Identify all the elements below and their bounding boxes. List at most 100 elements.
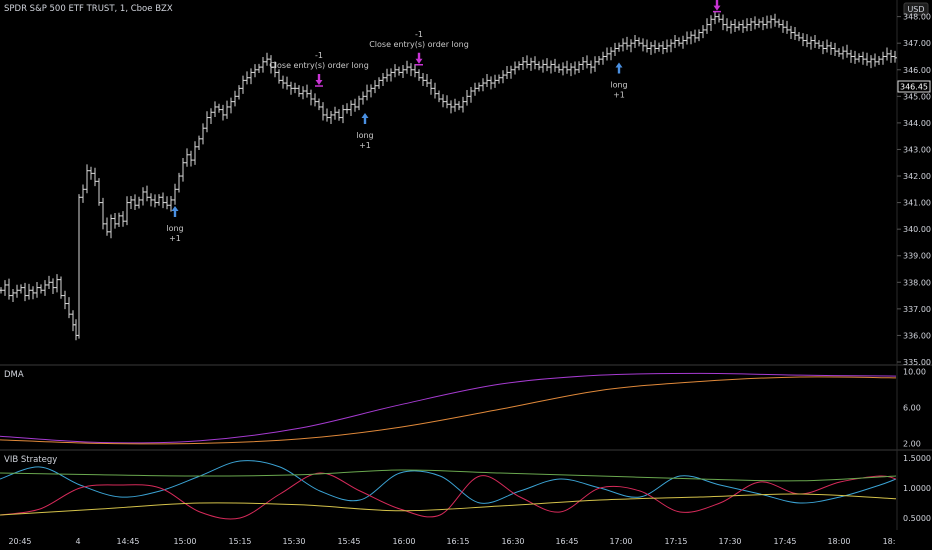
ohlc-bar bbox=[469, 87, 473, 103]
currency-badge[interactable]: USD bbox=[903, 2, 929, 16]
ohlc-bar bbox=[241, 75, 245, 94]
ohlc-bar bbox=[601, 51, 605, 65]
ohlc-bar bbox=[585, 55, 589, 69]
ohlc-bar bbox=[133, 194, 137, 211]
ohlc-bar bbox=[713, 11, 717, 25]
ohlc-bar bbox=[865, 52, 869, 66]
ohlc-bar bbox=[81, 184, 85, 203]
price-tick-label: 336.00 bbox=[903, 331, 931, 340]
ohlc-bar bbox=[39, 284, 43, 294]
price-bars[interactable] bbox=[0, 11, 897, 341]
long-arrow-icon bbox=[171, 205, 179, 217]
ohlc-bar bbox=[549, 60, 553, 74]
time-tick-label: 17:00 bbox=[609, 537, 632, 546]
ohlc-bar bbox=[685, 31, 689, 45]
ohlc-bar bbox=[321, 102, 325, 121]
ohlc-bar bbox=[829, 41, 833, 55]
ohlc-bar bbox=[233, 90, 237, 107]
ohlc-bar bbox=[313, 93, 317, 107]
ohlc-bar bbox=[837, 47, 841, 58]
vib-tick-label: 0.5000 bbox=[903, 514, 931, 523]
ohlc-bar bbox=[137, 196, 141, 209]
ohlc-bar bbox=[509, 65, 513, 79]
ohlc-bar bbox=[705, 18, 709, 34]
signal-qty: +1 bbox=[613, 90, 625, 99]
ohlc-bar bbox=[297, 85, 301, 97]
close-arrow-icon bbox=[415, 52, 423, 64]
time-tick-label: 4 bbox=[75, 537, 80, 546]
ohlc-bar bbox=[185, 148, 189, 167]
ohlc-bar bbox=[669, 39, 673, 53]
ohlc-bar bbox=[541, 59, 545, 73]
ohlc-bar bbox=[237, 85, 241, 100]
ohlc-bar bbox=[193, 141, 197, 165]
long-signal: long+1 bbox=[356, 112, 374, 150]
ohlc-bar bbox=[553, 58, 557, 72]
ohlc-bar bbox=[401, 64, 405, 78]
ohlc-bar bbox=[861, 51, 865, 65]
close-arrow-icon bbox=[713, 0, 721, 11]
vib-pane-title: VIB Strategy bbox=[4, 455, 57, 465]
time-tick-label: 15:45 bbox=[337, 537, 360, 546]
ohlc-bar bbox=[445, 95, 449, 109]
ohlc-bar bbox=[209, 108, 213, 124]
time-tick-label: 18:00 bbox=[827, 537, 850, 546]
ohlc-bar bbox=[645, 39, 649, 53]
ohlc-bar bbox=[701, 25, 705, 39]
ohlc-bar bbox=[169, 195, 173, 212]
ohlc-bar bbox=[74, 319, 78, 341]
ohlc-bar bbox=[733, 19, 737, 33]
ohlc-bar bbox=[105, 217, 109, 236]
price-tick-label: 340.00 bbox=[903, 225, 931, 234]
time-tick-label: 16:00 bbox=[392, 537, 415, 546]
ohlc-bar bbox=[157, 194, 161, 206]
ohlc-bar bbox=[545, 58, 549, 72]
ohlc-bar bbox=[869, 55, 873, 69]
ohlc-bar bbox=[433, 82, 437, 99]
ohlc-bar bbox=[117, 212, 121, 228]
vib-series-line bbox=[0, 493, 897, 516]
ohlc-bar bbox=[673, 34, 677, 48]
ohlc-bar bbox=[693, 29, 697, 43]
ohlc-bar bbox=[513, 61, 517, 75]
ohlc-bar bbox=[877, 55, 881, 65]
ohlc-bar bbox=[55, 274, 59, 293]
price-axis[interactable]: 335.00 336.00 337.00 338.00 339.00 340.00 341.… bbox=[897, 13, 931, 367]
dma-series-line bbox=[0, 376, 897, 445]
close-signal: Close entry(s) order long-1 bbox=[713, 0, 721, 13]
ohlc-bar bbox=[121, 211, 125, 227]
ohlc-bar bbox=[429, 79, 433, 95]
ohlc-bar bbox=[47, 275, 51, 289]
time-tick-label: 20:45 bbox=[8, 537, 31, 546]
ohlc-bar bbox=[89, 166, 93, 180]
ohlc-bar bbox=[529, 57, 533, 71]
ohlc-bar bbox=[35, 282, 39, 298]
ohlc-bar bbox=[793, 26, 797, 41]
ohlc-bar bbox=[249, 68, 253, 85]
ohlc-bar bbox=[0, 287, 3, 294]
price-tick-label: 346.00 bbox=[903, 66, 931, 75]
ohlc-bar bbox=[349, 100, 353, 116]
time-axis[interactable]: 20:45 4 14:45 15:00 15:15 15:30 15:45 16:00 16:1… bbox=[8, 537, 895, 546]
ohlc-bar bbox=[649, 41, 653, 55]
ohlc-bar bbox=[405, 60, 409, 74]
ohlc-bar bbox=[729, 20, 733, 34]
ohlc-bar bbox=[225, 100, 229, 119]
ohlc-bar bbox=[677, 37, 681, 47]
ohlc-bar bbox=[853, 50, 857, 64]
price-tick-label: 339.00 bbox=[903, 252, 931, 261]
ohlc-bar bbox=[373, 80, 377, 94]
ohlc-bar bbox=[761, 17, 765, 31]
ohlc-bar bbox=[205, 111, 209, 133]
ohlc-bar bbox=[337, 109, 341, 121]
ohlc-bar bbox=[173, 183, 177, 205]
ohlc-bar bbox=[765, 15, 769, 29]
ohlc-bar bbox=[43, 280, 47, 296]
signal-label: long bbox=[610, 80, 627, 89]
ohlc-bar bbox=[557, 63, 561, 73]
price-tick-label: 342.00 bbox=[903, 172, 931, 181]
ohlc-bar bbox=[181, 157, 185, 182]
ohlc-bar bbox=[561, 62, 565, 76]
close-signal: Close entry(s) order long-1 bbox=[369, 30, 469, 66]
